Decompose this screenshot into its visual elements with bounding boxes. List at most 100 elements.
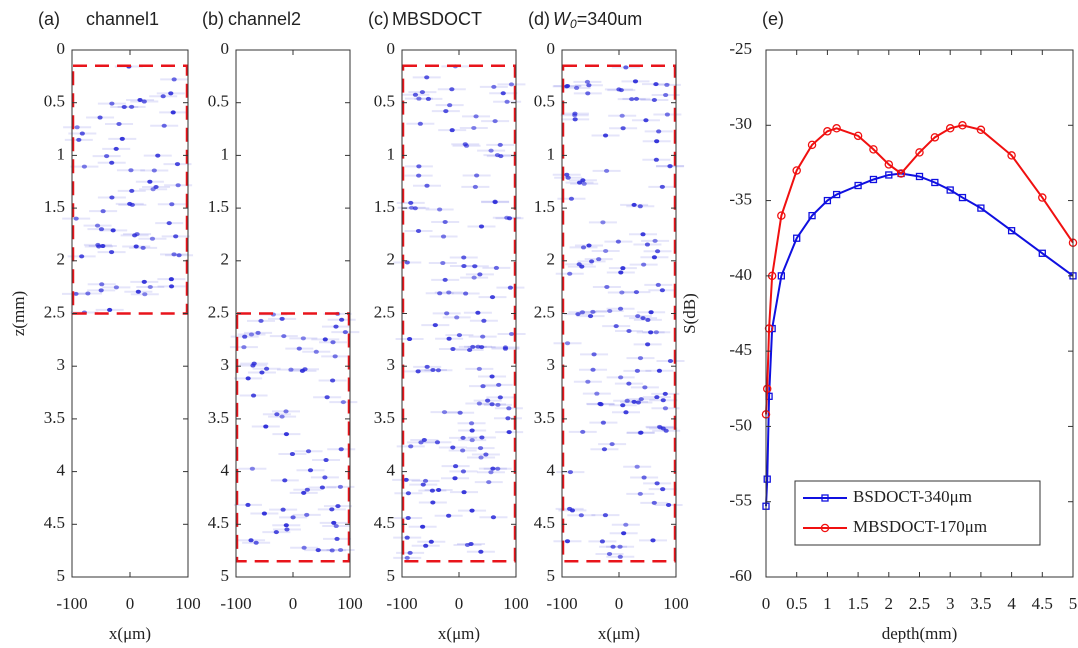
speckle [304,487,310,492]
speckle [478,224,485,229]
title-part: =340um [577,9,643,29]
speckle [599,539,606,544]
x-tick-label: 4 [1007,594,1016,613]
speckle [342,330,348,335]
title-part: 0 [570,17,577,31]
speckle [324,395,330,400]
speckle [480,384,486,389]
legend-label: BSDOCT-340μm [853,487,972,506]
speckle [597,401,603,406]
speckle [100,244,106,249]
marker [915,148,924,157]
speckle [300,336,306,341]
y-tick-label: 3.5 [534,408,555,427]
marker [832,124,841,133]
speckle [175,183,181,188]
speckle [578,513,584,518]
speckle [643,118,649,123]
speckle [656,368,663,373]
y-tick-label: 0.5 [44,92,65,111]
speckle [489,295,496,300]
speckle [498,154,504,159]
y-tick-label: 3 [221,355,230,374]
y-tick-label: 2.5 [208,302,229,321]
speckle [107,307,113,312]
speckle [279,316,285,321]
speckle [250,363,256,368]
y-axis-label: z(mm) [9,291,28,336]
panel-title: channel1 [86,9,159,29]
x-tick-label: 100 [663,594,689,613]
speckle [506,216,513,221]
speckle [604,168,610,173]
speckle [651,255,658,260]
speckle [166,221,172,226]
speckle [405,515,411,520]
speckle [452,476,458,481]
x-tick-label: 100 [503,594,529,613]
speckle [333,324,339,329]
x-tick-label: -100 [386,594,417,613]
speckle [134,232,140,237]
speckle [468,421,475,426]
speckle [95,242,101,247]
speckle [436,487,442,492]
speckle [176,253,182,258]
marker [763,475,771,483]
speckle [416,173,422,178]
speckle [331,520,337,525]
speckle [489,402,495,407]
speckle [339,317,345,322]
speckle [616,87,622,92]
speckle [440,234,447,239]
speckle [486,480,492,485]
y-tick-label: 0 [221,39,230,58]
speckle [460,448,466,453]
speckle [141,99,147,104]
speckle [420,524,426,529]
speckle [74,125,80,130]
region-box [235,312,351,563]
speckle [637,356,644,361]
speckle [481,318,487,323]
y-tick-label: 3.5 [44,408,65,427]
speckle [637,491,643,496]
speckle [619,113,625,118]
speckle [477,446,484,451]
speckle [495,466,501,471]
speckle [168,91,174,96]
y-tick-label: -35 [729,189,752,208]
speckle [301,490,307,495]
speckle [588,259,595,264]
y-tick-label: 1.5 [534,197,555,216]
speckle [645,342,651,347]
panel-label: (d) [528,9,550,29]
marker [764,324,774,333]
speckle [79,131,85,136]
panel-label: (c) [368,9,389,29]
speckle [654,395,660,400]
x-tick-label: 5 [1069,594,1078,613]
marker [854,181,862,190]
speckle [249,466,255,471]
speckle [488,148,494,153]
y-tick-label: 1 [547,144,556,163]
x-tick-label: 0 [615,594,624,613]
speckle [618,375,624,380]
speckle [422,478,429,483]
speckle [322,475,328,480]
speckle [600,420,606,425]
speckle [263,366,270,371]
speckle [141,279,147,284]
y-tick-label: -30 [729,114,752,133]
speckle [338,447,344,452]
speckle [506,406,512,411]
speckle [416,164,422,169]
speckle [450,347,456,352]
speckle [406,337,413,342]
y-tick-label: 5 [57,566,66,585]
speckle [620,126,626,131]
speckle [290,515,296,520]
speckle [665,502,672,507]
y-tick-label: 4.5 [208,513,229,532]
